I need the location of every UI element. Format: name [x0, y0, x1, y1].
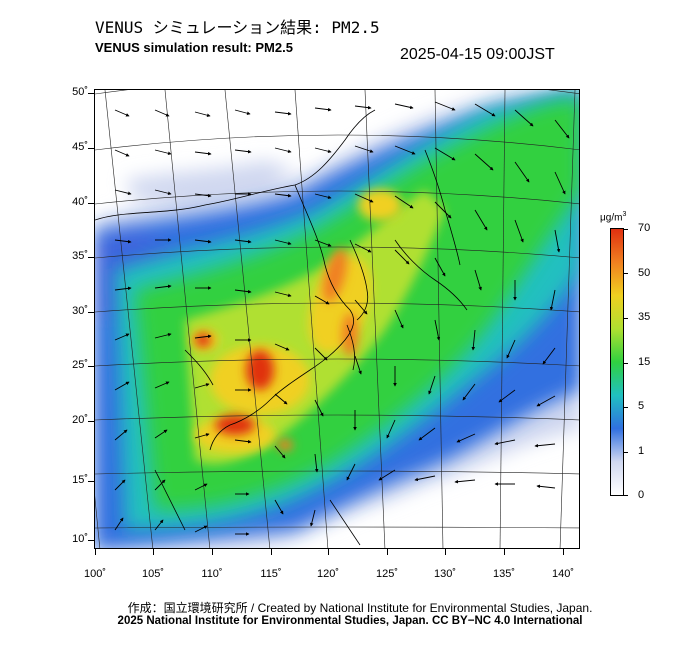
- lat-tick: [88, 481, 94, 482]
- credit-line-1: 作成：国立環境研究所 / Created by National Institu…: [127, 601, 593, 615]
- colorbar-unit: μg/m3: [600, 211, 627, 224]
- pm25-map: [94, 89, 580, 549]
- colorbar-tick: [624, 452, 628, 453]
- lat-tick: [88, 148, 94, 149]
- lat-tick: [88, 203, 94, 204]
- colorbar-label-5: 5: [638, 400, 645, 412]
- lat-label-20: 20˚: [72, 414, 88, 426]
- lat-tick: [88, 257, 94, 258]
- lon-label-140: 140˚: [551, 568, 575, 580]
- lon-label-110: 110˚: [201, 568, 223, 580]
- lon-tick: [95, 549, 96, 555]
- lon-label-120: 120˚: [316, 568, 340, 580]
- lon-label-105: 105˚: [141, 568, 165, 580]
- lat-tick: [88, 421, 94, 422]
- colorbar: [610, 228, 624, 496]
- title-japanese: VENUS シミュレーション結果: PM2.5: [95, 18, 380, 37]
- lat-label-15: 15˚: [72, 474, 88, 486]
- colorbar-tick: [624, 363, 628, 364]
- lat-tick: [88, 540, 94, 541]
- colorbar-label-50: 50: [638, 267, 651, 279]
- title-english: VENUS simulation result: PM2.5: [95, 40, 293, 55]
- lon-label-130: 130˚: [433, 568, 457, 580]
- concentration-field: [95, 90, 579, 548]
- lat-label-30: 30˚: [72, 305, 88, 317]
- lat-tick: [88, 93, 94, 94]
- lon-tick: [387, 549, 388, 555]
- colorbar-label-1: 1: [638, 445, 645, 457]
- lat-label-45: 45˚: [72, 141, 88, 153]
- colorbar-tick: [624, 273, 628, 274]
- lat-tick: [88, 312, 94, 313]
- colorbar-label-70: 70: [638, 222, 651, 234]
- colorbar-tick: [624, 407, 628, 408]
- lat-label-35: 35˚: [72, 250, 88, 262]
- lat-label-40: 40˚: [72, 196, 88, 208]
- lon-label-100: 100˚: [83, 568, 107, 580]
- lon-tick: [212, 549, 213, 555]
- lon-label-125: 125˚: [375, 568, 399, 580]
- lon-label-135: 135˚: [492, 568, 516, 580]
- lat-tick: [88, 366, 94, 367]
- lon-tick: [153, 549, 154, 555]
- lat-label-25: 25˚: [72, 359, 88, 371]
- lon-tick: [445, 549, 446, 555]
- colorbar-label-35: 35: [638, 311, 651, 323]
- map-canvas: [95, 90, 579, 548]
- colorbar-tick: [624, 495, 628, 496]
- colorbar-label-15: 15: [638, 356, 651, 368]
- colorbar-tick: [624, 318, 628, 319]
- graticule: [95, 90, 579, 548]
- wind-vectors: [114, 101, 570, 536]
- lon-tick: [271, 549, 272, 555]
- lon-tick: [563, 549, 564, 555]
- lat-label-50: 50˚: [72, 86, 88, 98]
- coastlines: [95, 109, 468, 546]
- colorbar-label-0: 0: [638, 489, 645, 501]
- colorbar-tick: [624, 229, 628, 230]
- credit-line-2: 2025 National Institute for Environmenta…: [117, 615, 583, 627]
- timestamp: 2025-04-15 09:00JST: [400, 46, 555, 63]
- lon-tick: [328, 549, 329, 555]
- lat-label-10: 10˚: [72, 533, 88, 545]
- lon-tick: [504, 549, 505, 555]
- lon-label-115: 115˚: [260, 568, 282, 580]
